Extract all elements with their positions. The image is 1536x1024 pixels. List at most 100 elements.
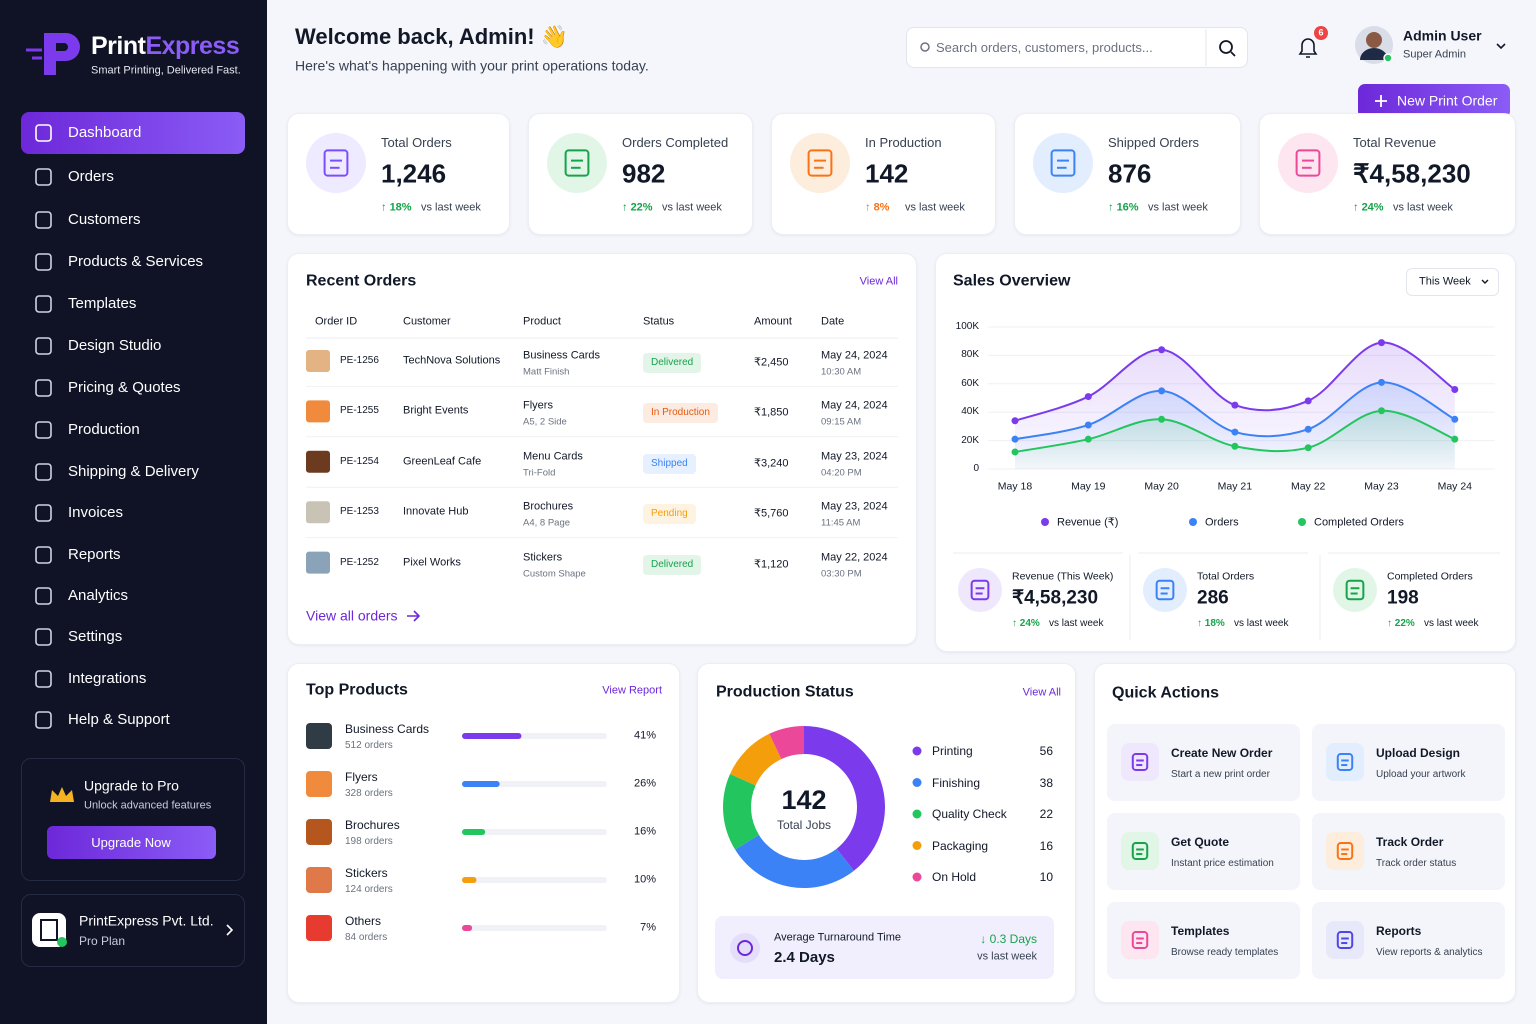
nav-item[interactable]: Dashboard: [68, 124, 142, 141]
bell-icon: [1298, 38, 1318, 58]
bar-label: 26%: [633, 777, 656, 790]
y-tick-label: 20K: [961, 434, 979, 446]
action-tile[interactable]: [1107, 813, 1300, 890]
action-text[interactable]: Start a new print order: [1171, 769, 1270, 780]
product-orders: 512 orders: [345, 740, 393, 751]
brand-first: Print: [91, 32, 146, 60]
order-time: 11:45 AM: [821, 517, 861, 529]
x-tick-label: May 20: [1144, 480, 1179, 493]
action-text[interactable]: Browse ready templates: [1171, 947, 1279, 958]
avatar-head: [1366, 32, 1382, 48]
legend-label: On Hold: [932, 869, 977, 884]
action-tile[interactable]: [1312, 813, 1505, 890]
stat-label: Total Revenue: [1353, 135, 1437, 151]
company-box[interactable]: [21, 894, 245, 967]
legend-value: 38: [1039, 775, 1053, 790]
action-tile[interactable]: [1107, 902, 1300, 979]
order-amount: ₹5,760: [754, 507, 789, 520]
nav-item[interactable]: Shipping & Delivery: [68, 463, 199, 480]
page-subtitle: Here's what's happening with your print …: [295, 57, 649, 74]
x-tick-label: May 22: [1290, 480, 1326, 493]
turnaround-label: Average Turnaround Time: [774, 931, 901, 944]
new-order-label[interactable]: New Print Order: [1397, 92, 1498, 109]
order-time: 04:20 PM: [821, 467, 862, 479]
action-tile[interactable]: [1312, 724, 1505, 801]
summary-label: Total Orders: [1197, 570, 1255, 583]
column-header: Amount: [754, 315, 792, 328]
upgrade-button[interactable]: [47, 826, 216, 859]
avatar-body: [1360, 48, 1388, 60]
stat-value: 142: [865, 158, 909, 189]
action-title[interactable]: Templates: [1171, 923, 1230, 938]
order-time: 03:30 PM: [821, 567, 862, 579]
action-title[interactable]: Track Order: [1376, 834, 1444, 849]
period-label[interactable]: This Week: [1419, 275, 1471, 288]
nav-item[interactable]: Products & Services: [68, 253, 204, 270]
order-date: May 24, 2024: [821, 399, 888, 412]
search-placeholder: Search orders, customers, products...: [936, 40, 1153, 56]
nav-item[interactable]: Analytics: [68, 587, 129, 604]
stat-change: 24%: [1353, 201, 1384, 214]
action-text[interactable]: Upload your artwork: [1376, 769, 1466, 780]
summary-note: vs last week: [1049, 618, 1104, 629]
action-title[interactable]: Create New Order: [1171, 745, 1273, 760]
stat-label: In Production: [865, 135, 942, 151]
nav-active[interactable]: [21, 112, 245, 154]
nav-item[interactable]: Design Studio: [68, 337, 162, 354]
order-status: Delivered: [643, 353, 702, 373]
action-tile[interactable]: [1107, 724, 1300, 801]
user-name: Admin User: [1403, 27, 1482, 44]
nav-item[interactable]: Integrations: [68, 670, 147, 687]
stat-change: 22%: [622, 201, 653, 214]
legend-value: 22: [1039, 806, 1053, 821]
nav-item[interactable]: Production: [68, 421, 140, 438]
nav-item[interactable]: Customers: [68, 211, 141, 228]
nav-item[interactable]: Pricing & Quotes: [68, 379, 181, 396]
footer-link[interactable]: View all orders: [306, 607, 398, 624]
nav-item[interactable]: Templates: [68, 295, 137, 312]
brand-tagline: Smart Printing, Delivered Fast.: [91, 64, 241, 77]
action-title[interactable]: Upload Design: [1376, 745, 1461, 760]
nav-item[interactable]: Settings: [68, 628, 123, 645]
product-name: Others: [345, 913, 382, 928]
summary-change: 24%: [1012, 618, 1040, 630]
upgrade-button-label[interactable]: Upgrade Now: [91, 835, 171, 851]
action-title[interactable]: Get Quote: [1171, 834, 1230, 849]
nav-item[interactable]: Reports: [68, 546, 121, 563]
order-detail: Custom Shape: [523, 567, 586, 579]
stat-label: Orders Completed: [622, 135, 729, 151]
action-text[interactable]: View reports & analytics: [1376, 947, 1483, 958]
legend-value: 10: [1039, 869, 1053, 884]
stat-label: Shipped Orders: [1108, 135, 1200, 151]
product-name: Brochures: [345, 817, 400, 832]
upgrade-text: Unlock advanced features: [84, 799, 212, 812]
search-box[interactable]: [906, 27, 1248, 68]
legend-value: 56: [1039, 743, 1053, 758]
summary-value: ₹4,58,230: [1012, 587, 1099, 609]
nav-item[interactable]: Orders: [68, 168, 114, 185]
card-link[interactable]: View All: [859, 275, 898, 288]
order-amount: ₹2,450: [754, 356, 789, 369]
stat-note: vs last week: [421, 201, 481, 214]
action-title[interactable]: Reports: [1376, 923, 1422, 938]
card-link[interactable]: View All: [1022, 686, 1061, 699]
top-products-card: [287, 663, 680, 1003]
order-date: May 23, 2024: [821, 450, 888, 463]
action-text[interactable]: Track order status: [1376, 858, 1457, 869]
card-link[interactable]: View Report: [602, 684, 662, 697]
avatar: [1355, 26, 1393, 64]
card-title: Recent Orders: [306, 272, 417, 290]
summary-change: 18%: [1197, 618, 1225, 630]
nav-item[interactable]: Invoices: [68, 504, 124, 521]
nav-item[interactable]: Help & Support: [68, 711, 170, 728]
action-text[interactable]: Instant price estimation: [1171, 858, 1274, 869]
x-tick-label: May 18: [997, 480, 1033, 493]
notification-count[interactable]: 6: [1318, 27, 1324, 38]
order-id: PE-1253: [340, 506, 379, 518]
action-tile[interactable]: [1312, 902, 1505, 979]
product-name: Stickers: [345, 865, 388, 880]
order-amount: ₹1,850: [754, 406, 789, 419]
stat-note: vs last week: [905, 201, 965, 214]
stat-value: 1,246: [381, 158, 447, 189]
bar-label: 41%: [633, 729, 656, 742]
